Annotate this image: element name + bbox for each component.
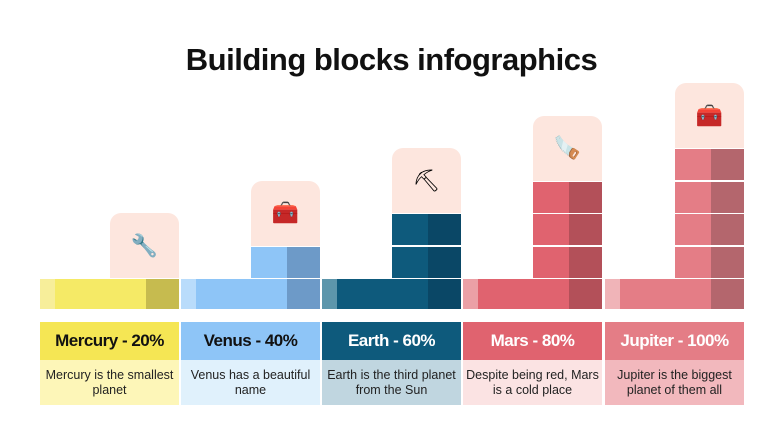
base-block bbox=[181, 279, 320, 309]
block-column-venus: 🧰 Venus - 40% Venus has a beautiful name bbox=[181, 0, 320, 440]
block-column-earth: ⛏ Earth - 60% Earth is the third planet fr… bbox=[322, 0, 461, 440]
planet-description: Venus has a beautiful name bbox=[181, 360, 320, 405]
block-column-jupiter: 🧰 Jupiter - 100% Jupiter is the biggest pl… bbox=[605, 0, 744, 440]
planet-label: Mars - 80% bbox=[463, 322, 602, 360]
stack-block bbox=[675, 214, 744, 245]
planet-label: Mercury - 20% bbox=[40, 322, 179, 360]
saw-icon: 🪚 bbox=[553, 135, 582, 160]
stack-block bbox=[533, 246, 602, 278]
stack-block bbox=[675, 149, 744, 180]
icon-box: 🧰 bbox=[251, 180, 320, 246]
block-column-mars: 🪚 Mars - 80% Despite being red, Mars is a … bbox=[463, 0, 602, 440]
planet-label: Jupiter - 100% bbox=[605, 322, 744, 360]
stack-block bbox=[675, 181, 744, 213]
toolbox-icon: 🧰 bbox=[695, 102, 724, 128]
planet-label: Earth - 60% bbox=[322, 322, 461, 360]
stack-block bbox=[251, 246, 320, 278]
stack-block bbox=[392, 214, 461, 245]
pliers-icon: 🔧 bbox=[130, 232, 159, 258]
planet-description: Mercury is the smallest planet bbox=[40, 360, 179, 405]
tool-belt-icon: 🧰 bbox=[271, 200, 300, 225]
icon-box: ⛏ bbox=[392, 148, 461, 213]
stack-block bbox=[533, 214, 602, 245]
base-block bbox=[40, 279, 179, 309]
base-block bbox=[463, 279, 602, 309]
planet-description: Despite being red, Mars is a cold place bbox=[463, 360, 602, 405]
planet-label: Venus - 40% bbox=[181, 322, 320, 360]
base-block bbox=[322, 279, 461, 309]
planet-description: Jupiter is the biggest planet of them al… bbox=[605, 360, 744, 405]
stack-block bbox=[675, 246, 744, 278]
stack-block bbox=[392, 246, 461, 278]
shovel-icon: ⛏ bbox=[412, 167, 441, 193]
icon-box: 🪚 bbox=[533, 115, 602, 181]
stack-block bbox=[533, 181, 602, 213]
planet-description: Earth is the third planet from the Sun bbox=[322, 360, 461, 405]
base-block bbox=[605, 279, 744, 309]
icon-box: 🔧 bbox=[110, 213, 179, 278]
block-column-mercury: 🔧 Mercury - 20% Mercury is the smallest pl… bbox=[40, 0, 179, 440]
icon-box: 🧰 bbox=[675, 83, 744, 148]
page-title: Building blocks infographics bbox=[185, 42, 598, 77]
